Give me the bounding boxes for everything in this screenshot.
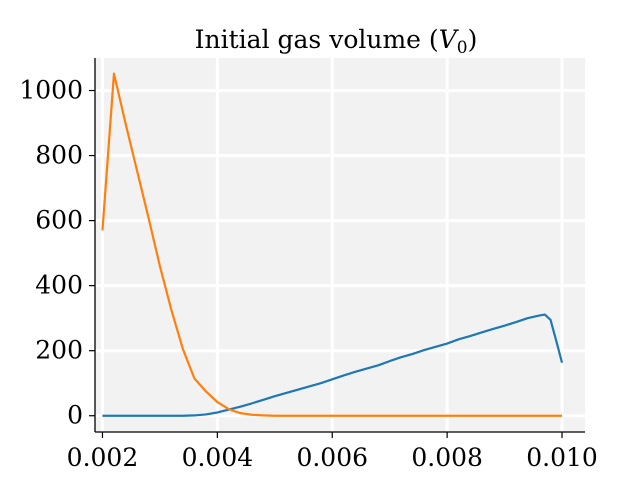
y-tick-label: 400: [35, 271, 83, 300]
x-tick-label: 0.004: [182, 443, 254, 472]
chart-title-suffix: ): [468, 25, 478, 54]
y-tick-label: 800: [35, 141, 83, 170]
chart-title-prefix: Initial gas volume (: [195, 25, 439, 54]
plot-area: [95, 58, 585, 432]
y-tick-label: 600: [35, 206, 83, 235]
tick-labels: 0.002 0.004 0.006 0.008 0.010 0 200 400 600 800 10…: [19, 76, 597, 472]
x-tick-label: 0.002: [67, 443, 139, 472]
y-tick-label: 0: [67, 401, 83, 430]
x-tick-label: 0.006: [296, 443, 368, 472]
x-tick-label: 0.010: [526, 443, 598, 472]
series-line-1: [102, 313, 564, 417]
x-tick-label: 0.008: [411, 443, 483, 472]
series-lines: [101, 72, 564, 417]
y-tick-label: 200: [35, 336, 83, 365]
y-tick-label: 1000: [19, 76, 83, 105]
chart-title-variable: V: [439, 25, 460, 54]
series-line-2: [101, 72, 563, 417]
chart-title-subscript: 0: [457, 38, 468, 58]
chart-title: Initial gas volume (V0): [195, 25, 478, 58]
axes: [94, 58, 585, 433]
